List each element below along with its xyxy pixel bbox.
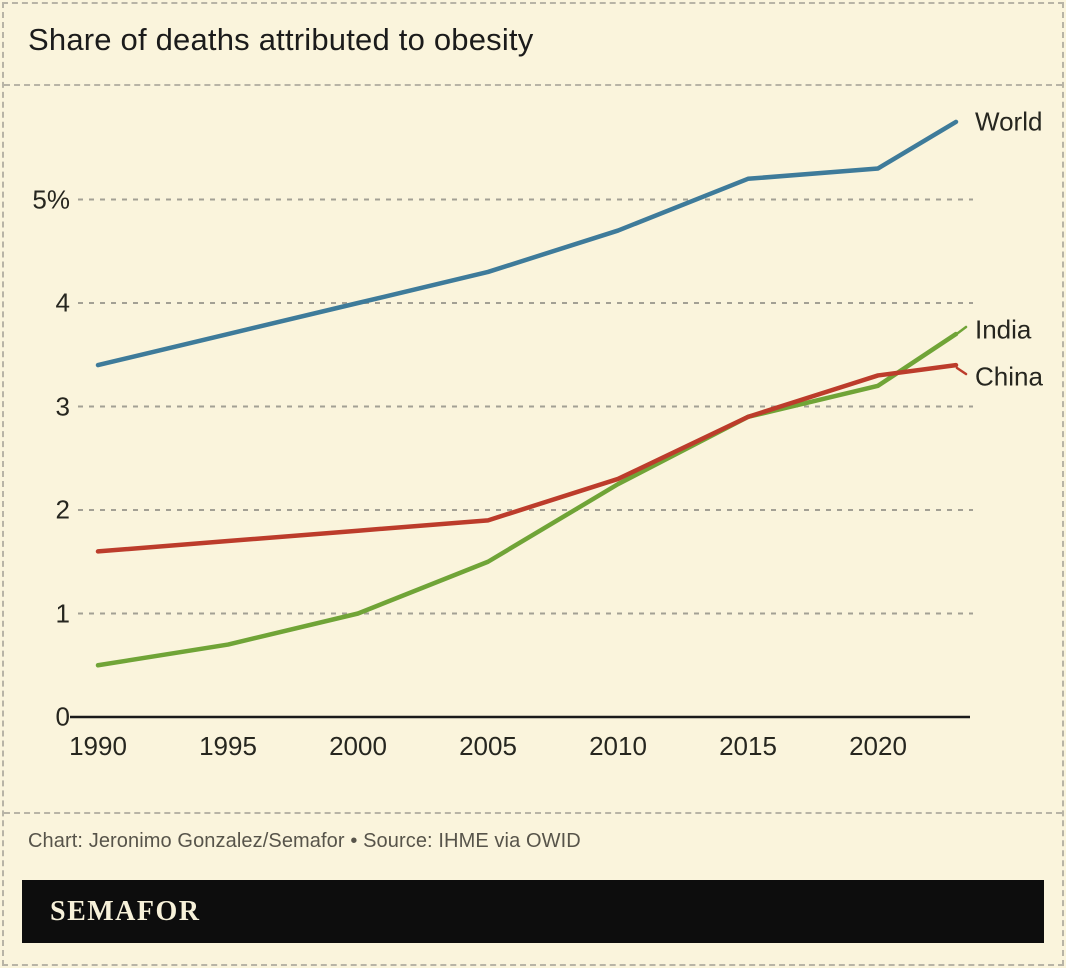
leader-tick-india	[956, 325, 968, 335]
series-line-world	[95, 119, 959, 368]
footer-divider	[4, 812, 1062, 814]
y-tick-label-1: 1	[55, 598, 70, 628]
semafor-logo: SEMAFOR	[50, 896, 201, 927]
semafor-banner: SEMAFOR	[22, 880, 1044, 943]
x-tick-label-2000: 2000	[329, 731, 387, 761]
x-tick-label-2010: 2010	[589, 731, 647, 761]
header-divider	[4, 84, 1062, 86]
x-tick-label-2020: 2020	[849, 731, 907, 761]
leader-tick-china	[955, 366, 968, 376]
series-line-china	[95, 362, 959, 554]
chart-credit: Chart: Jeronimo Gonzalez/Semafor • Sourc…	[28, 830, 581, 852]
y-tick-label-4: 4	[55, 287, 70, 318]
series-label-china: China	[975, 361, 1043, 392]
y-tick-label-3: 3	[55, 391, 70, 421]
y-tick-label-2: 2	[55, 494, 70, 525]
series-label-world: World	[975, 106, 1043, 137]
series-label-india: India	[975, 314, 1032, 345]
y-tick-label-5: 5%	[32, 184, 70, 214]
y-tick-label-0: 0	[55, 701, 70, 732]
x-tick-label-1990: 1990	[69, 731, 127, 761]
x-tick-label-1995: 1995	[199, 731, 257, 761]
series-line-india	[95, 331, 959, 668]
page-title: Share of deaths attributed to obesity	[28, 22, 534, 57]
x-tick-label-2005: 2005	[459, 731, 517, 761]
x-tick-label-2015: 2015	[719, 731, 777, 761]
